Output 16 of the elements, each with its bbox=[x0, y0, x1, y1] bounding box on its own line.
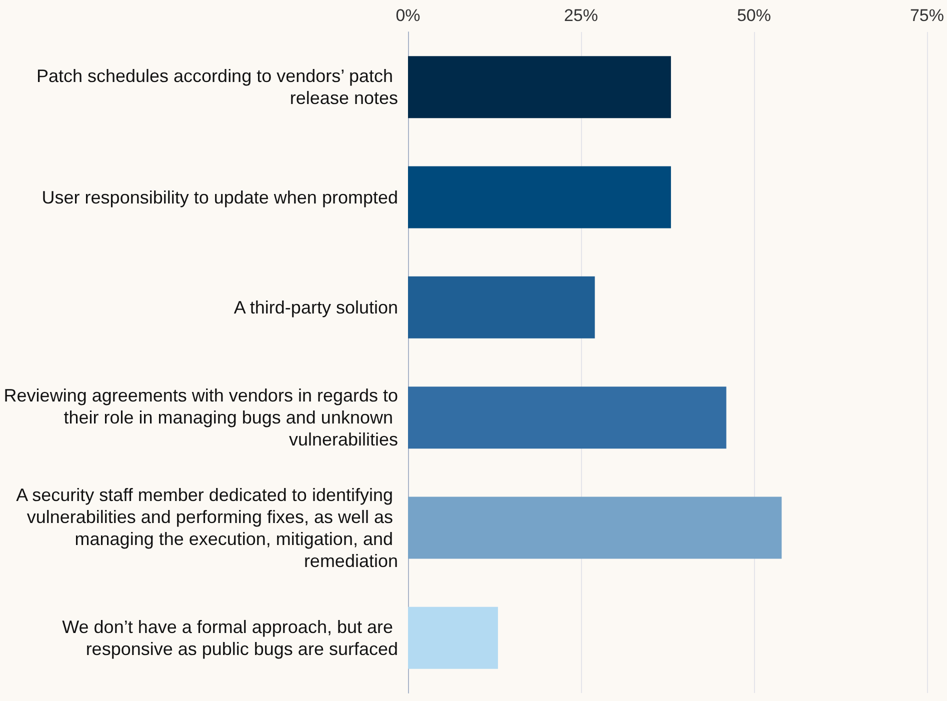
x-tick-label: 25% bbox=[564, 6, 598, 25]
bar bbox=[408, 56, 671, 118]
bar bbox=[408, 166, 671, 228]
bar bbox=[408, 386, 726, 449]
x-tick-label: 0% bbox=[396, 6, 420, 25]
x-tick-label: 75% bbox=[910, 6, 944, 25]
y-tick-label: Patch schedules according to vendors’ patch release notes bbox=[36, 66, 398, 108]
y-tick-label: We don’t have a formal approach, but are responsive as public bugs are surfaced bbox=[62, 616, 398, 659]
y-tick-label: A third-party solution bbox=[234, 297, 398, 318]
y-tick-label: Reviewing agreements with vendors in regards to their role in managing bugs and unknown vulnerabilities bbox=[4, 386, 398, 450]
y-tick-label: A security staff member dedicated to identifying vulnerabilities and performing fixes, as well as managing the execution, mitigation, and remediation bbox=[16, 484, 398, 571]
bar bbox=[408, 606, 498, 669]
bar bbox=[408, 496, 782, 559]
bar bbox=[408, 276, 595, 338]
y-tick-label: User responsibility to update when prompted bbox=[42, 187, 398, 208]
x-tick-label: 50% bbox=[736, 6, 772, 25]
